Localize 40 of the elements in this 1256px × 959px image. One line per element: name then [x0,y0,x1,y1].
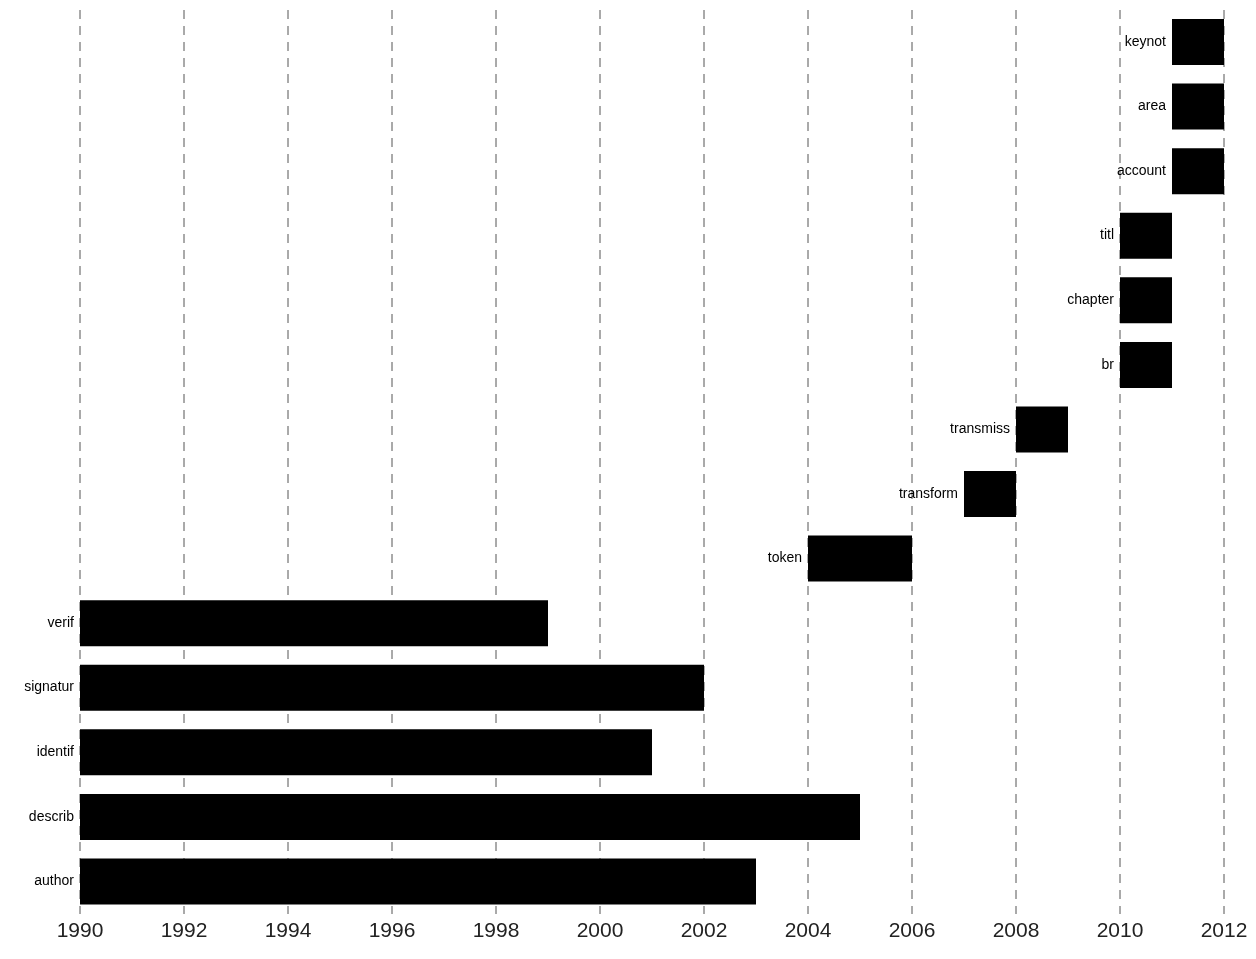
bar [1016,406,1068,453]
bar [1120,212,1172,259]
x-tick-label: 2012 [1200,917,1248,941]
bar [80,664,704,711]
bar [80,793,860,840]
bar [808,535,912,582]
y-tick-label: describ [28,807,75,824]
bar [80,729,652,776]
x-tick-label: 1992 [160,917,208,941]
y-tick-label: token [767,549,802,566]
x-tick-label: 1998 [472,917,520,941]
bar [1172,83,1224,130]
x-tick-label: 2006 [888,917,936,941]
x-tick-label: 2004 [784,917,832,941]
x-tick-label: 2010 [1096,917,1144,941]
x-tick-label: 2000 [576,917,624,941]
y-tick-label: verif [47,613,75,630]
x-tick-label: 2002 [680,917,728,941]
y-tick-label: keynot [1124,32,1167,49]
x-tick-label: 1990 [56,917,104,941]
bar [80,600,548,647]
x-tick-label: 1994 [264,917,312,941]
bar [1172,148,1224,195]
bar [1172,19,1224,66]
y-tick-label: transform [898,484,958,501]
bar [80,858,756,905]
y-tick-label: chapter [1067,291,1115,308]
bar [964,471,1016,518]
y-tick-label: signatur [24,678,75,695]
x-tick-label: 2008 [992,917,1040,941]
y-tick-label: author [34,872,75,889]
y-tick-label: titl [1100,226,1114,243]
bar [1120,341,1172,388]
y-tick-label: area [1137,97,1167,114]
y-tick-label: br [1101,355,1115,372]
y-tick-label: account [1116,161,1167,178]
y-tick-label: identif [36,743,75,760]
x-tick-label: 1996 [368,917,416,941]
bar [1120,277,1172,324]
y-tick-label: transmiss [950,420,1010,437]
